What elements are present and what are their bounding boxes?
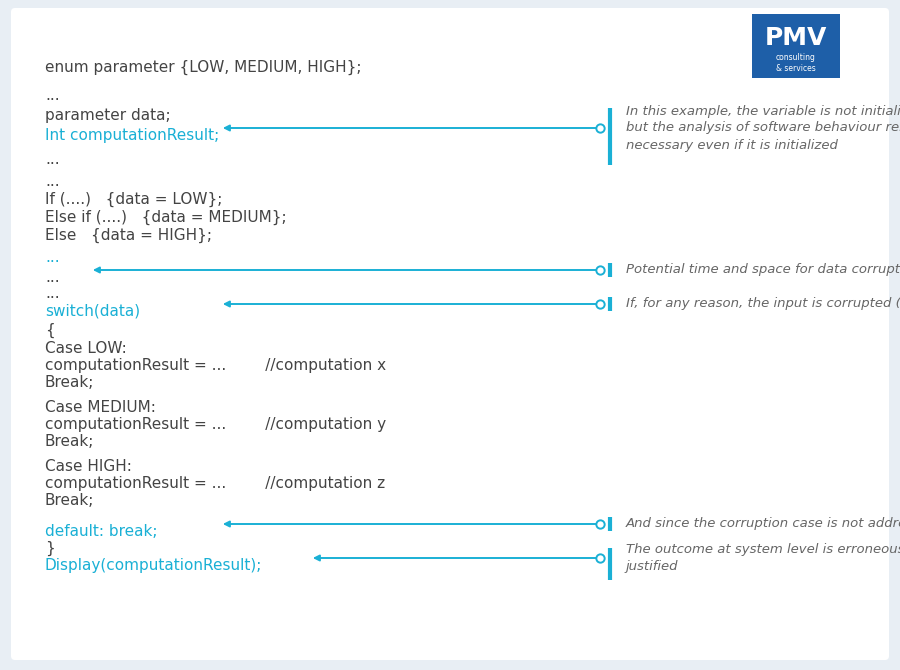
Text: }: } — [45, 541, 55, 556]
Text: ...: ... — [45, 250, 59, 265]
Text: In this example, the variable is not initialized
but the analysis of software be: In this example, the variable is not ini… — [626, 105, 900, 151]
Text: ...: ... — [45, 152, 59, 167]
Text: Break;: Break; — [45, 493, 94, 508]
Text: ...: ... — [45, 286, 59, 301]
Bar — [752, 14, 840, 78]
Text: Potential time and space for data corruption: Potential time and space for data corrup… — [626, 263, 900, 277]
Text: enum parameter {LOW, MEDIUM, HIGH};: enum parameter {LOW, MEDIUM, HIGH}; — [45, 60, 362, 75]
Text: PMV: PMV — [765, 26, 827, 50]
Text: default: break;: default: break; — [45, 524, 158, 539]
Text: Case HIGH:: Case HIGH: — [45, 459, 132, 474]
Text: consulting
& services: consulting & services — [776, 52, 816, 72]
Text: Display(computationResult);: Display(computationResult); — [45, 558, 263, 573]
Text: Case LOW:: Case LOW: — [45, 341, 127, 356]
Text: Case MEDIUM:: Case MEDIUM: — [45, 400, 156, 415]
Text: Break;: Break; — [45, 434, 94, 449]
Text: computationResult = ...        //computation x: computationResult = ... //computation x — [45, 358, 386, 373]
Text: Break;: Break; — [45, 375, 94, 390]
Text: Else if (....)   {data = MEDIUM};: Else if (....) {data = MEDIUM}; — [45, 210, 286, 225]
Text: ...: ... — [45, 88, 59, 103]
Text: computationResult = ...        //computation z: computationResult = ... //computation z — [45, 476, 385, 491]
Text: The outcome at system level is erroneous, unless
justified: The outcome at system level is erroneous… — [626, 543, 900, 573]
Text: If (....)   {data = LOW};: If (....) {data = LOW}; — [45, 192, 222, 207]
Text: And since the corruption case is not addressed: And since the corruption case is not add… — [626, 517, 900, 531]
FancyBboxPatch shape — [11, 8, 889, 660]
Text: Int computationResult;: Int computationResult; — [45, 128, 220, 143]
Text: computationResult = ...        //computation y: computationResult = ... //computation y — [45, 417, 386, 432]
Text: switch(data): switch(data) — [45, 304, 140, 319]
Text: parameter data;: parameter data; — [45, 108, 171, 123]
Text: Else   {data = HIGH};: Else {data = HIGH}; — [45, 228, 212, 243]
Text: ...: ... — [45, 174, 59, 189]
Text: {: { — [45, 323, 55, 338]
Text: ...: ... — [45, 270, 59, 285]
Text: If, for any reason, the input is corrupted (value > 2): If, for any reason, the input is corrupt… — [626, 297, 900, 310]
